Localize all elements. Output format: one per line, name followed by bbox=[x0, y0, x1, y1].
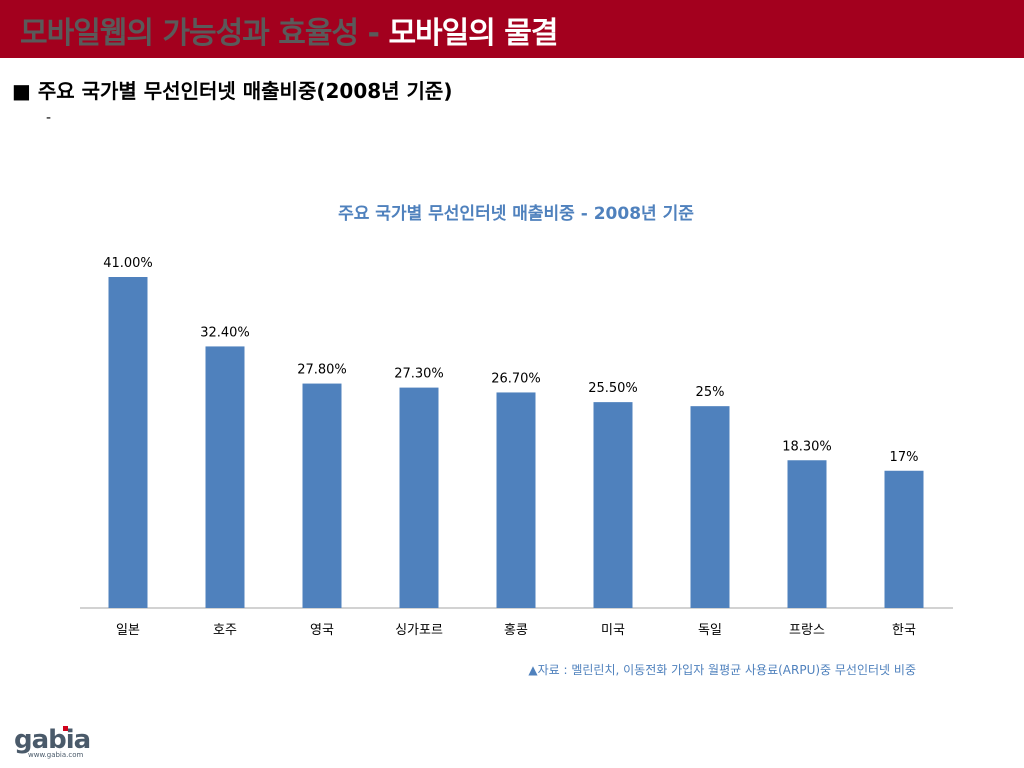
bar-2 bbox=[205, 346, 245, 608]
bar-5 bbox=[496, 392, 536, 608]
category-label-8: 프랑스 bbox=[789, 623, 825, 638]
bar-8 bbox=[787, 460, 827, 608]
category-label-3: 영국 bbox=[310, 623, 334, 638]
slide-title-main: 모바일웹의 가능성과 효율성 - bbox=[20, 16, 389, 51]
category-label-1: 일본 bbox=[116, 623, 140, 638]
bar-6 bbox=[593, 402, 633, 608]
slide-title-sub: 모바일의 물결 bbox=[388, 16, 558, 51]
slide-title: 모바일웹의 가능성과 효율성 - 모바일의 물결 bbox=[20, 8, 558, 52]
bar-4 bbox=[399, 387, 439, 608]
sub-bullet: - bbox=[46, 110, 52, 126]
category-label-2: 호주 bbox=[213, 623, 237, 638]
data-label-1: 41.00% bbox=[103, 256, 153, 271]
bar-3 bbox=[302, 383, 342, 608]
gabia-logo: gabia www.gabia.com bbox=[14, 725, 91, 759]
source-note: ▲자료 : 멜린린치, 이동전화 가입자 월평균 사용료(ARPU)중 무선인터… bbox=[528, 663, 916, 677]
data-label-6: 25.50% bbox=[588, 381, 638, 396]
chart-title: 주요 국가별 무선인터넷 매출비중 - 2008년 기준 bbox=[338, 204, 694, 224]
bar-7 bbox=[690, 406, 730, 608]
logo-accent-mark bbox=[63, 726, 68, 731]
title-bar: 모바일웹의 가능성과 효율성 - 모바일의 물결 bbox=[0, 0, 1024, 58]
category-label-5: 홍콩 bbox=[504, 623, 528, 638]
section-heading: ■ 주요 국가별 무선인터넷 매출비중(2008년 기준) bbox=[12, 79, 453, 103]
logo-url: www.gabia.com bbox=[28, 751, 84, 759]
data-label-9: 17% bbox=[890, 450, 919, 465]
data-label-5: 26.70% bbox=[491, 371, 541, 386]
data-label-2: 32.40% bbox=[200, 325, 250, 340]
category-label-4: 싱가포르 bbox=[395, 623, 443, 638]
logo-wordmark: gabia bbox=[14, 725, 90, 755]
category-label-7: 독일 bbox=[698, 623, 722, 638]
bar-1 bbox=[108, 277, 148, 608]
data-label-8: 18.30% bbox=[782, 439, 832, 454]
data-label-4: 27.30% bbox=[394, 367, 444, 382]
category-label-9: 한국 bbox=[892, 623, 916, 638]
category-label-6: 미국 bbox=[601, 623, 625, 638]
data-label-3: 27.80% bbox=[297, 363, 347, 378]
data-label-7: 25% bbox=[696, 385, 725, 400]
bar-9 bbox=[884, 470, 924, 608]
